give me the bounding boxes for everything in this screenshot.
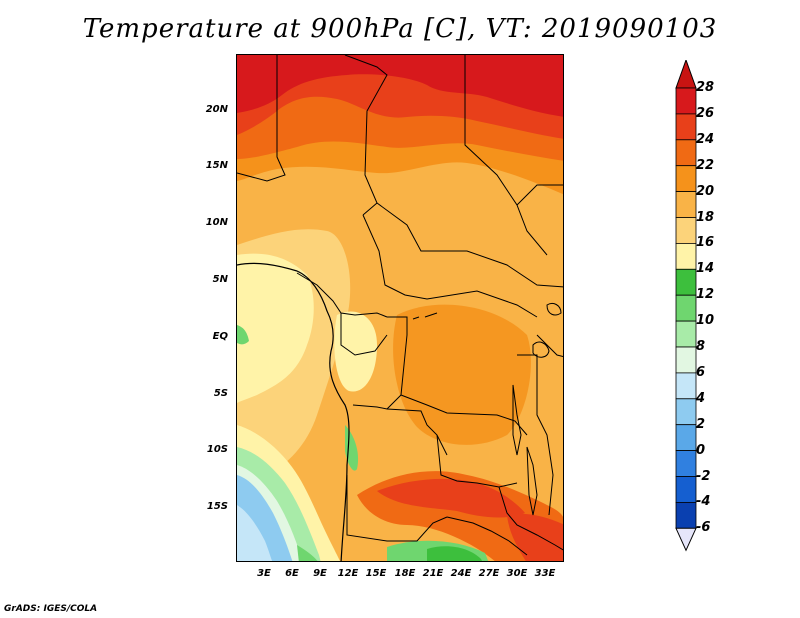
temperature-field bbox=[237, 55, 563, 561]
lon-tick: 15E bbox=[365, 568, 387, 579]
temperature-map bbox=[236, 54, 564, 562]
colorbar-label: 18 bbox=[696, 209, 715, 225]
lat-tick: EQ bbox=[212, 331, 228, 342]
colorbar-label: 20 bbox=[696, 183, 715, 199]
colorbar-label: 28 bbox=[696, 80, 715, 95]
colorbar-segment bbox=[675, 424, 697, 452]
colorbar-label: -4 bbox=[696, 494, 711, 510]
colorbar-segment bbox=[675, 398, 697, 426]
colorbar-segment bbox=[675, 217, 697, 244]
lon-tick: 6E bbox=[285, 568, 299, 579]
colorbar-label: 14 bbox=[696, 261, 715, 277]
colorbar-segment bbox=[675, 372, 697, 400]
colorbar-segment bbox=[675, 191, 697, 218]
colorbar-label: 8 bbox=[696, 339, 706, 354]
lon-tick: 27E bbox=[478, 568, 500, 579]
colorbar-segment bbox=[675, 242, 697, 270]
lon-tick: 9E bbox=[313, 568, 327, 579]
lat-tick: 15N bbox=[205, 160, 228, 171]
lat-tick: 5N bbox=[212, 274, 228, 285]
lat-tick: 15S bbox=[206, 501, 228, 512]
colorbar-label: -6 bbox=[696, 520, 711, 536]
colorbar-label: 10 bbox=[696, 313, 715, 329]
colorbar-segment bbox=[675, 501, 697, 529]
lon-tick: 12E bbox=[337, 568, 359, 579]
lon-tick: 24E bbox=[450, 568, 472, 579]
map-title: Temperature at 900hPa [C], VT: 201909010… bbox=[82, 14, 718, 44]
colorbar-segment bbox=[675, 165, 697, 192]
lat-tick: 5S bbox=[213, 388, 228, 399]
colorbar-label: 4 bbox=[696, 390, 706, 406]
colorbar bbox=[675, 60, 697, 552]
colorbar-label: 2 bbox=[696, 416, 706, 432]
colorbar-top-arrow bbox=[675, 60, 697, 89]
colorbar-segment bbox=[675, 450, 697, 477]
colorbar-bottom-arrow bbox=[675, 527, 697, 552]
colorbar-label: 6 bbox=[696, 364, 706, 380]
colorbar-segment bbox=[675, 476, 697, 503]
colorbar-segment bbox=[675, 87, 697, 115]
colorbar-label: 12 bbox=[696, 287, 715, 303]
lat-tick: 10N bbox=[205, 217, 228, 228]
colorbar-segment bbox=[675, 268, 697, 296]
colorbar-segment bbox=[675, 113, 697, 141]
colorbar-label: 22 bbox=[696, 157, 715, 173]
colorbar-label: 0 bbox=[696, 442, 706, 458]
lat-tick: 20N bbox=[205, 104, 228, 115]
lon-tick: 3E bbox=[257, 568, 271, 579]
colorbar-label: 16 bbox=[696, 235, 715, 251]
colorbar-label: 24 bbox=[696, 131, 715, 147]
colorbar-segment bbox=[675, 294, 697, 322]
colorbar-segment bbox=[675, 320, 697, 348]
colorbar-label: -2 bbox=[696, 468, 711, 484]
colorbar-segment bbox=[675, 139, 697, 167]
colorbar-segment bbox=[675, 346, 697, 374]
colorbar-label: 26 bbox=[696, 105, 715, 121]
lon-tick: 30E bbox=[506, 568, 528, 579]
lon-tick: 18E bbox=[394, 568, 416, 579]
lat-tick: 10S bbox=[206, 444, 228, 455]
credit-text: GrADS: IGES/COLA bbox=[4, 604, 98, 614]
lon-tick: 33E bbox=[534, 568, 556, 579]
lon-tick: 21E bbox=[422, 568, 444, 579]
